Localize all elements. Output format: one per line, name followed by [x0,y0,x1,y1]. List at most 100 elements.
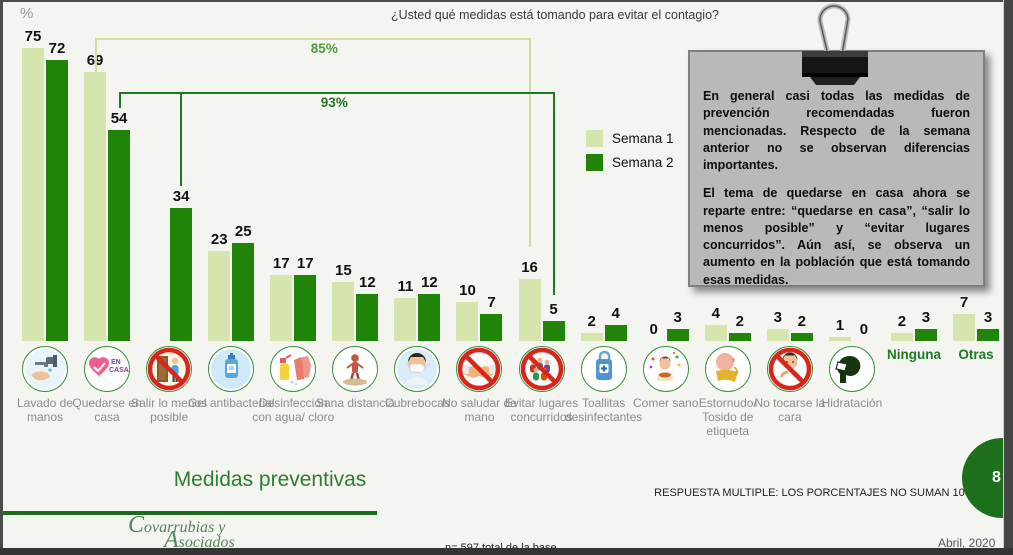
category-label-8: Evitar lugares concurridos [504,396,579,424]
note-paragraph-1: En general casi todas las medidas de pre… [703,89,970,172]
x-axis-title: Medidas preventivas [173,468,367,491]
bar-semana1 [704,325,727,341]
bracket-line [119,92,554,94]
bracket-drop [180,92,183,186]
legend-swatch-semana1 [586,130,603,147]
bracket-drop [95,38,98,72]
binder-clip-icon [802,3,868,85]
bar-value-label: 3 [921,309,931,326]
bar-semana2 [232,243,255,341]
bar-value-label: 7 [959,294,969,311]
category-label-9: Toallitas desinfectantes [564,396,643,424]
bar-value-label: 3 [983,309,993,326]
bar-semana2 [914,329,937,341]
bar-value-label: 2 [897,313,907,330]
bar-semana1 [890,333,913,341]
category-label-12: No tocarse la cara [754,396,826,424]
bracket-label-93: 93% [320,95,348,110]
category-label-0: Lavado de manos [16,396,74,424]
bar-value-label: 4 [611,305,620,322]
category-label-7: No saludar de mano [442,396,517,424]
healthy-eating-icon [642,346,689,392]
bar-semana2 [418,294,441,341]
no-going-out-icon [146,346,193,392]
bar-value-label: 16 [521,259,538,276]
legend: Semana 1 Semana 2 [586,130,674,178]
bar-value-label: 34 [172,188,190,205]
category-label-5: Sana distancia [315,396,395,410]
category-label-14: Ninguna [886,347,941,362]
bracket-line [95,38,530,40]
handwash-icon [22,346,68,392]
category-label-3: Gel antibacterial [187,396,275,410]
category-label-1: Quedarse en casa [72,396,142,424]
bar-value-label: 23 [210,231,228,248]
bar-semana2 [356,294,379,341]
no-handshake-icon [456,346,503,392]
bar-value-label: 5 [549,301,558,318]
frame-edge-top [0,0,1013,2]
bar-value-label: 3 [673,309,682,326]
bar-semana1 [394,298,417,341]
bar-semana1 [828,337,851,341]
footnote: RESPUESTA MULTIPLE: LOS PORCENTAJES NO S… [654,487,971,499]
legend-item-semana2: Semana 2 [586,154,674,171]
category-label-11: Estornudo/ Tosido de etiqueta [698,396,757,438]
bar-value-label: 0 [859,321,869,338]
y-axis-unit: % [20,5,34,22]
logo-line2: Asociados [164,527,235,553]
bar-semana1 [84,72,107,341]
bar-value-label: 7 [487,294,496,311]
legend-swatch-semana2 [586,154,603,171]
bar-value-label: 4 [711,305,720,322]
category-label-6: Cubrebocas [385,396,450,410]
gel-icon [208,346,255,392]
bar-value-label: 17 [296,255,314,272]
avoid-crowds-icon [518,346,565,392]
bar-value-label: 2 [735,313,744,330]
legend-label-semana2: Semana 2 [612,155,674,170]
svg-text:EN: EN [111,359,121,366]
svg-text:CASA: CASA [109,367,129,374]
bar-semana1 [208,251,231,341]
disinfection-icon [270,346,317,392]
bar-value-label: 75 [24,28,42,45]
bar-semana1 [580,333,603,341]
bar-semana2 [977,329,1000,341]
bar-semana1 [766,329,789,341]
legend-label-semana1: Semana 1 [612,131,674,146]
note-paragraph-2: El tema de quedarse en casa ahora se rep… [703,186,970,287]
mask-icon [394,346,441,392]
wipes-icon [580,346,627,392]
distance-icon [332,346,379,392]
bar-semana1 [332,282,355,341]
bar-value-label: 12 [421,274,438,291]
bracket-drop [119,92,122,108]
bar-semana1 [953,314,976,341]
bar-semana2 [666,329,689,341]
frame-edge-right [1003,0,1013,555]
bar-value-label: 17 [272,255,290,272]
bar-semana2 [728,333,751,341]
category-label-2: Salir lo menos posible [131,396,208,424]
category-label-4: Desinfección con agua/ cloro [252,396,335,424]
bar-value-label: 3 [773,309,782,326]
stay-home-icon: EN CASA [84,346,131,392]
bar-value-label: 15 [335,262,352,279]
chart-title: ¿Usted qué medidas está tomando para evi… [391,8,719,22]
bar-value-label: 2 [797,313,806,330]
bar-semana1 [456,302,479,341]
bar-semana2 [542,321,565,341]
bracket-drop [552,92,555,295]
bar-value-label: 12 [359,274,376,291]
note-box: En general casi todas las medidas de pre… [688,50,985,287]
bar-value-label: 0 [649,321,658,338]
bar-value-label: 11 [397,278,414,295]
bar-semana2 [604,325,627,341]
hydration-icon [828,346,875,392]
legend-item-semana1: Semana 1 [586,130,674,147]
bar-semana1 [270,275,293,341]
company-logo: Covarrubias y Asociados [128,517,235,553]
frame-edge-left [0,0,3,555]
